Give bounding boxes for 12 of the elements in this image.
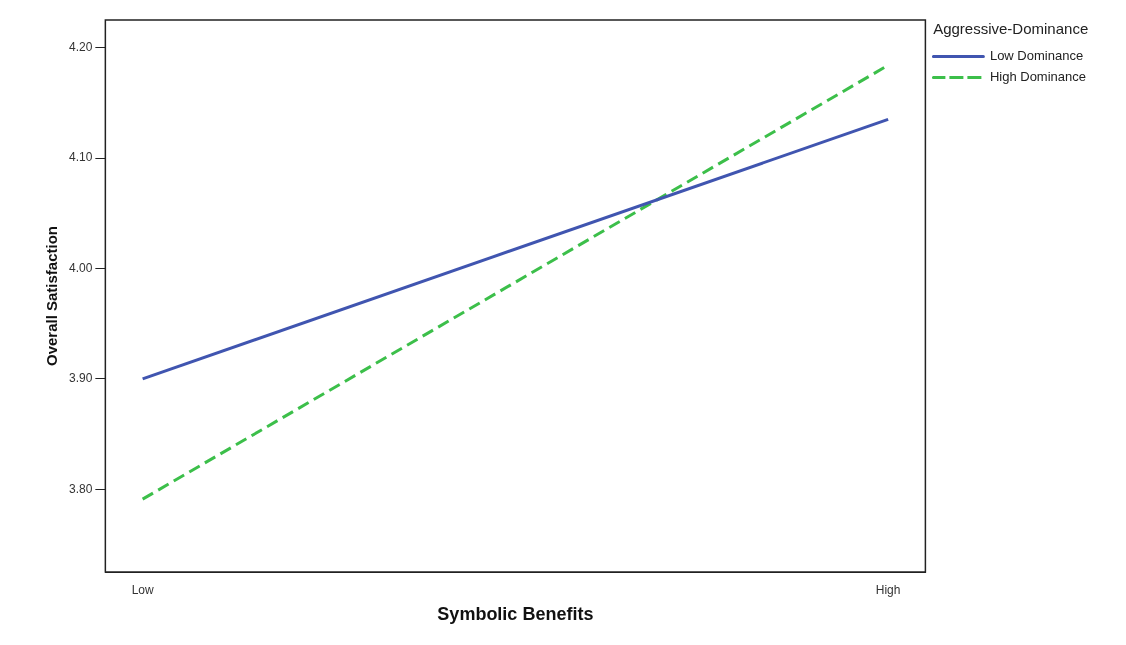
y-tick-label: 3.90	[69, 371, 93, 386]
x-tick-label: Low	[131, 582, 154, 597]
legend-title: Aggressive-Dominance	[933, 19, 1089, 37]
y-axis-title: Overall Satisfaction	[43, 225, 61, 367]
x-tick-label: High	[875, 582, 901, 597]
y-tick-label: 3.80	[69, 481, 93, 496]
y-tick-label: 4.20	[69, 39, 93, 54]
x-axis-title: Symbolic Benefits	[437, 604, 594, 625]
y-tick-label: 4.10	[69, 150, 93, 165]
y-tick-label: 4.00	[69, 260, 93, 275]
legend-label: Low Dominance	[989, 48, 1084, 64]
legend-label: High Dominance	[989, 69, 1087, 85]
